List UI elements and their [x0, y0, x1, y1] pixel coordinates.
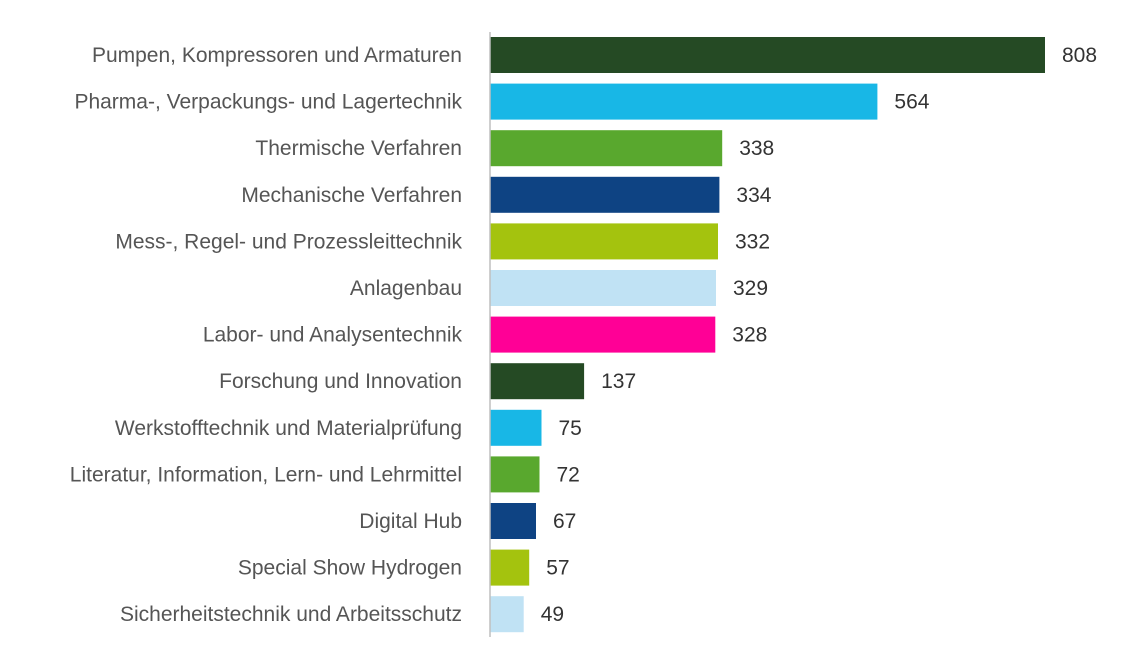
value-label: 49	[541, 603, 564, 626]
category-label: Anlagenbau	[350, 277, 462, 300]
bar-0	[490, 37, 1045, 73]
value-label: 334	[736, 184, 771, 207]
bars-group	[490, 37, 1045, 633]
bar-7	[490, 363, 585, 400]
value-label: 137	[601, 370, 636, 393]
category-label: Labor- und Analysentechnik	[203, 324, 463, 347]
value-labels-group: 808 564 338 334 332 329 328 137 75 72 67 57 49	[541, 44, 1097, 626]
category-label: Literatur, Information, Lern- und Lehrmi…	[70, 463, 462, 486]
value-label: 808	[1062, 44, 1097, 67]
category-label: Werkstofftechnik und Materialprüfung	[115, 417, 462, 440]
value-label: 329	[733, 277, 768, 300]
bar-1	[490, 83, 878, 120]
category-label: Thermische Verfahren	[255, 137, 462, 160]
bar-2	[490, 130, 723, 167]
category-label: Pumpen, Kompressoren und Armaturen	[92, 44, 462, 67]
bar-9	[490, 456, 540, 493]
bar-12	[490, 596, 524, 633]
value-label: 75	[559, 417, 582, 440]
value-label: 67	[553, 510, 576, 533]
category-label: Digital Hub	[359, 510, 462, 533]
category-label: Mechanische Verfahren	[241, 184, 462, 207]
bar-10	[490, 503, 536, 539]
bar-11	[490, 549, 530, 586]
value-label: 564	[894, 91, 929, 114]
bar-6	[490, 316, 716, 353]
category-labels-group: Pumpen, Kompressoren und Armaturen Pharma…	[70, 44, 463, 626]
value-label: 338	[739, 137, 774, 160]
value-label: 332	[735, 230, 770, 253]
category-label: Mess-, Regel- und Prozessleittechnik	[115, 230, 462, 253]
category-label: Forschung und Innovation	[219, 370, 462, 393]
bar-8	[490, 409, 542, 446]
category-label: Pharma-, Verpackungs- und Lagertechnik	[74, 91, 462, 114]
value-label: 72	[557, 463, 580, 486]
category-label: Sicherheitstechnik und Arbeitsschutz	[120, 603, 462, 626]
category-label: Special Show Hydrogen	[238, 557, 462, 580]
value-label: 328	[732, 324, 767, 347]
bar-5	[490, 270, 716, 306]
bar-4	[490, 223, 718, 260]
value-label: 57	[546, 557, 569, 580]
bar-3	[490, 176, 720, 213]
